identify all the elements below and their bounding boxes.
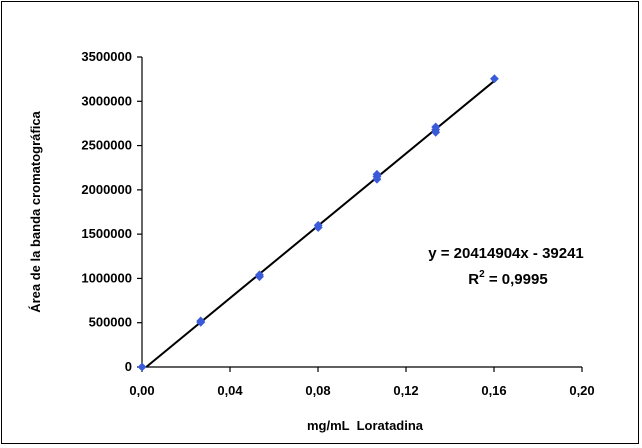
- r-squared-prefix: R: [468, 271, 479, 288]
- x-tick-label: 0,12: [393, 383, 418, 398]
- r-squared-value: = 0,9995: [485, 271, 548, 288]
- data-point: [196, 316, 206, 326]
- y-tick-label: 1000000: [81, 270, 132, 285]
- data-points: [137, 74, 499, 372]
- y-tick-label: 1500000: [81, 226, 132, 241]
- x-tick-label: 0,04: [217, 383, 243, 398]
- trendline-equation: y = 20414904x - 39241: [428, 245, 584, 262]
- x-axis-label: mg/mL Loratadina: [307, 418, 424, 433]
- data-point: [372, 169, 382, 179]
- x-tick-label: 0,20: [569, 383, 594, 398]
- data-point: [490, 74, 499, 84]
- r-squared-exponent: 2: [479, 269, 485, 280]
- y-tick-label: 3500000: [81, 49, 132, 64]
- y-tick-label: 500000: [89, 315, 132, 330]
- y-tick-labels: 0 500000 1000000 1500000 2000000 2500000 30000…: [81, 49, 132, 374]
- x-tick-labels: 0,00 0,04 0,08 0,12 0,16 0,20: [129, 383, 594, 398]
- x-tick-label: 0,16: [481, 383, 506, 398]
- data-point: [431, 122, 441, 132]
- y-tick-label: 2500000: [81, 138, 132, 153]
- y-tick-label: 0: [125, 359, 132, 374]
- axes: [137, 56, 583, 372]
- x-tick-label: 0,08: [305, 383, 330, 398]
- data-point: [255, 270, 264, 280]
- data-point: [313, 220, 323, 230]
- data-point: [137, 362, 147, 372]
- r-squared-label: R2 = 0,9995: [468, 269, 547, 288]
- x-tick-label: 0,00: [129, 383, 154, 398]
- chart-svg: 0 500000 1000000 1500000 2000000 2500000 30000…: [28, 49, 595, 433]
- y-tick-label: 2000000: [81, 182, 132, 197]
- y-tick-label: 3000000: [81, 93, 132, 108]
- y-axis-label: Área de la banda cromatográfica: [28, 110, 43, 312]
